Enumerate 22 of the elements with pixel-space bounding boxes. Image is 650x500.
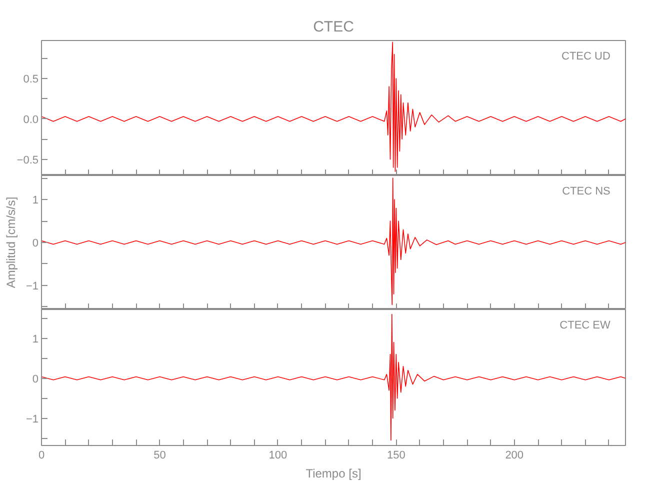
y-tick-label: 1: [32, 194, 39, 207]
y-tick-label: −0.5: [16, 154, 39, 166]
y-tick-label: 0.0: [23, 114, 39, 126]
y-tick-label: −1: [26, 280, 39, 292]
line-series: [42, 42, 626, 172]
x-axis-title: Tiempo [s]: [306, 466, 362, 480]
x-tick-label: 50: [154, 450, 166, 462]
annotation: CTEC EW: [560, 320, 612, 332]
y-tick-label: 0: [32, 373, 39, 386]
annotation: CTEC UD: [562, 50, 610, 62]
chart-title: CTEC: [313, 18, 354, 36]
line-series: [42, 314, 626, 441]
x-tick-label: 100: [268, 450, 288, 462]
x-tick-label: 200: [505, 450, 524, 462]
y-tick-label: 0.5: [23, 73, 39, 86]
y-tick-label: 0: [32, 238, 39, 250]
x-tick-label: 150: [386, 450, 406, 462]
y-tick-label: 1: [32, 333, 39, 346]
y-tick-label: −1: [26, 413, 39, 426]
annotation: CTEC NS: [562, 186, 610, 198]
line-series: [42, 178, 626, 306]
y-axis-title: Amplitud [cm/s/s]: [4, 196, 18, 288]
